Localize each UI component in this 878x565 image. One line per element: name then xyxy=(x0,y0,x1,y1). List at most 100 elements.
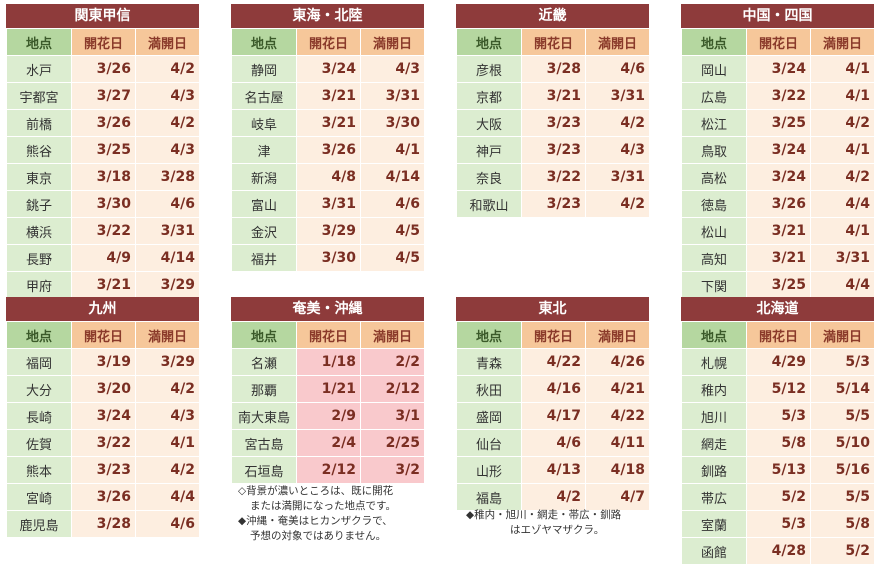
location-cell: 奈良 xyxy=(456,163,522,191)
location-cell: 富山 xyxy=(231,190,297,218)
location-cell: 横浜 xyxy=(6,217,72,245)
region-table: 関東甲信 地点 開花日 満開日 水戸 3/26 4/2 宇都宮 3/27 4/3 前橋 3/26 4/2… xyxy=(6,4,200,299)
location-header: 地点 xyxy=(6,321,72,349)
full-bloom-header: 満開日 xyxy=(360,28,425,56)
full-bloom-date-cell: 3/30 xyxy=(360,109,425,137)
location-cell: 下関 xyxy=(681,271,747,299)
bloom-date-cell: 3/24 xyxy=(746,55,811,83)
full-bloom-date-cell: 4/14 xyxy=(135,244,200,272)
bloom-date-cell: 3/25 xyxy=(746,271,811,299)
full-bloom-date-cell: 4/2 xyxy=(810,109,875,137)
location-cell: 和歌山 xyxy=(456,190,522,218)
full-bloom-date-cell: 3/31 xyxy=(135,217,200,245)
full-bloom-date-cell: 4/4 xyxy=(810,190,875,218)
bloom-header: 開花日 xyxy=(296,28,361,56)
bloom-date-cell: 3/21 xyxy=(296,109,361,137)
bloom-header: 開花日 xyxy=(521,28,586,56)
bloom-table: 地点 開花日 満開日 彦根 3/28 4/6 京都 3/21 3/31 大阪 3/23 4/2 神戸 3/… xyxy=(456,28,650,218)
table-row: 宮崎 3/26 4/4 xyxy=(6,483,200,511)
location-cell: 長野 xyxy=(6,244,72,272)
region-title: 北海道 xyxy=(681,297,874,321)
full-bloom-date-cell: 4/4 xyxy=(810,271,875,299)
full-bloom-date-cell: 4/26 xyxy=(585,348,650,376)
bloom-date-cell: 3/26 xyxy=(71,483,136,511)
region-table: 近畿 地点 開花日 満開日 彦根 3/28 4/6 京都 3/21 3/31 大阪 3/23 4/2 神戸… xyxy=(456,4,650,218)
bloom-header: 開花日 xyxy=(521,321,586,349)
table-row: 秋田 4/16 4/21 xyxy=(456,375,650,403)
table-row: 銚子 3/30 4/6 xyxy=(6,190,200,218)
header-row: 地点 開花日 満開日 xyxy=(681,28,875,56)
location-cell: 徳島 xyxy=(681,190,747,218)
bloom-date-cell: 3/28 xyxy=(521,55,586,83)
location-cell: 那覇 xyxy=(231,375,297,403)
table-row: 京都 3/21 3/31 xyxy=(456,82,650,110)
bloom-header: 開花日 xyxy=(746,321,811,349)
full-bloom-date-cell: 4/5 xyxy=(360,244,425,272)
bloom-header: 開花日 xyxy=(296,321,361,349)
location-header: 地点 xyxy=(456,28,522,56)
location-header: 地点 xyxy=(231,28,297,56)
bloom-date-cell: 3/19 xyxy=(71,348,136,376)
location-cell: 鹿児島 xyxy=(6,510,72,538)
location-cell: 金沢 xyxy=(231,217,297,245)
location-cell: 長崎 xyxy=(6,402,72,430)
bloom-date-cell: 3/24 xyxy=(71,402,136,430)
bloom-date-cell: 5/8 xyxy=(746,429,811,457)
location-cell: 水戸 xyxy=(6,55,72,83)
table-row: 盛岡 4/17 4/22 xyxy=(456,402,650,430)
table-row: 徳島 3/26 4/4 xyxy=(681,190,875,218)
full-bloom-date-cell: 4/1 xyxy=(360,136,425,164)
location-cell: 南大東島 xyxy=(231,402,297,430)
table-row: 松山 3/21 4/1 xyxy=(681,217,875,245)
bloom-date-cell: 3/21 xyxy=(296,82,361,110)
location-cell: 盛岡 xyxy=(456,402,522,430)
full-bloom-date-cell: 4/2 xyxy=(135,109,200,137)
table-row: 金沢 3/29 4/5 xyxy=(231,217,425,245)
full-bloom-date-cell: 3/31 xyxy=(585,163,650,191)
location-cell: 仙台 xyxy=(456,429,522,457)
bloom-date-cell: 3/21 xyxy=(746,244,811,272)
table-row: 函館 4/28 5/2 xyxy=(681,537,875,565)
bloom-date-cell: 3/22 xyxy=(521,163,586,191)
full-bloom-date-cell: 5/8 xyxy=(810,510,875,538)
full-bloom-date-cell: 3/31 xyxy=(585,82,650,110)
full-bloom-date-cell: 4/3 xyxy=(360,55,425,83)
bloom-date-cell: 1/18 xyxy=(296,348,361,376)
location-cell: 室蘭 xyxy=(681,510,747,538)
header-row: 地点 開花日 満開日 xyxy=(456,28,650,56)
table-row: 東京 3/18 3/28 xyxy=(6,163,200,191)
region-table: 東北 地点 開花日 満開日 青森 4/22 4/26 秋田 4/16 4/21 盛岡 4/17 4/22… xyxy=(456,297,650,511)
location-cell: 神戸 xyxy=(456,136,522,164)
full-bloom-date-cell: 2/25 xyxy=(360,429,425,457)
bloom-date-cell: 3/21 xyxy=(71,271,136,299)
full-bloom-header: 満開日 xyxy=(585,321,650,349)
location-cell: 旭川 xyxy=(681,402,747,430)
full-bloom-date-cell: 3/31 xyxy=(360,82,425,110)
full-bloom-date-cell: 4/14 xyxy=(360,163,425,191)
region-table: 奄美・沖縄 地点 開花日 満開日 名瀬 1/18 2/2 那覇 1/21 2/12 南大東島 2/9 3… xyxy=(231,297,425,484)
full-bloom-date-cell: 4/22 xyxy=(585,402,650,430)
bloom-date-cell: 3/22 xyxy=(746,82,811,110)
full-bloom-header: 満開日 xyxy=(135,28,200,56)
location-cell: 松山 xyxy=(681,217,747,245)
full-bloom-date-cell: 5/3 xyxy=(810,348,875,376)
table-row: 彦根 3/28 4/6 xyxy=(456,55,650,83)
bloom-date-cell: 5/13 xyxy=(746,456,811,484)
table-row: 札幌 4/29 5/3 xyxy=(681,348,875,376)
table-row: 津 3/26 4/1 xyxy=(231,136,425,164)
location-cell: 熊谷 xyxy=(6,136,72,164)
bloom-date-cell: 3/26 xyxy=(71,55,136,83)
region-title: 九州 xyxy=(6,297,199,321)
full-bloom-header: 満開日 xyxy=(360,321,425,349)
location-cell: 秋田 xyxy=(456,375,522,403)
full-bloom-date-cell: 3/2 xyxy=(360,456,425,484)
full-bloom-date-cell: 4/6 xyxy=(135,190,200,218)
full-bloom-header: 満開日 xyxy=(135,321,200,349)
table-row: 佐賀 3/22 4/1 xyxy=(6,429,200,457)
location-cell: 東京 xyxy=(6,163,72,191)
table-row: 帯広 5/2 5/5 xyxy=(681,483,875,511)
table-row: 旭川 5/3 5/5 xyxy=(681,402,875,430)
full-bloom-header: 満開日 xyxy=(810,321,875,349)
bloom-date-cell: 5/2 xyxy=(746,483,811,511)
table-row: 山形 4/13 4/18 xyxy=(456,456,650,484)
